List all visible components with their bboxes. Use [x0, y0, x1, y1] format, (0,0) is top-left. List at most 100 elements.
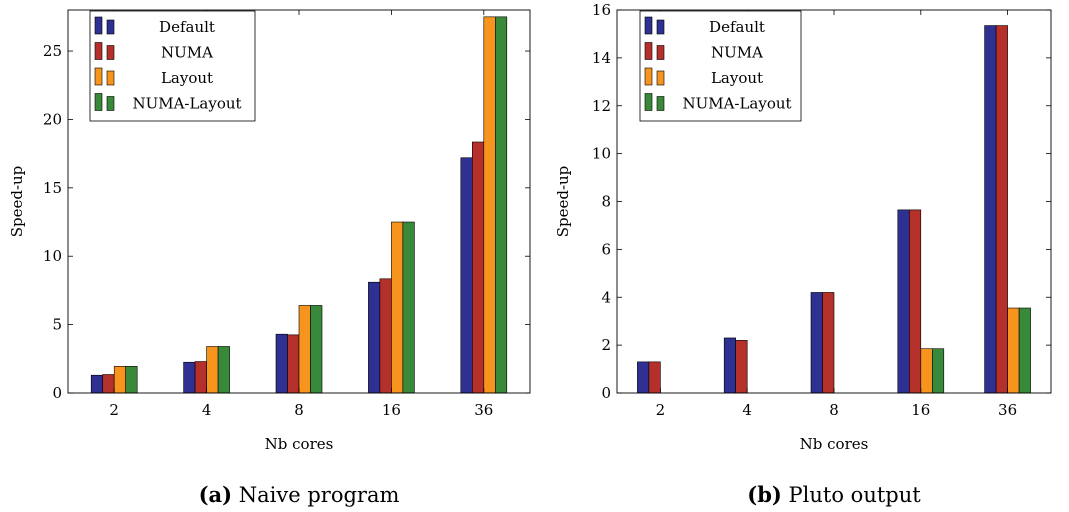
- x-tick-label: 16: [911, 401, 930, 419]
- bar-numa-layout-4: [217, 346, 230, 394]
- y-tick-label: 14: [592, 49, 611, 67]
- y-tick-label: 12: [592, 97, 611, 115]
- bar-layout-36: [1007, 307, 1020, 394]
- figure-caption: (a) Naive program: [199, 482, 400, 507]
- x-axis-label: Nb cores: [800, 435, 869, 453]
- legend-label: NUMA: [711, 44, 763, 62]
- bar-layout-8: [298, 305, 311, 394]
- x-tick-label: 36: [998, 401, 1017, 419]
- legend-swatch-default: [94, 16, 103, 35]
- caption-label: (a): [199, 482, 232, 507]
- legend-label: NUMA-Layout: [682, 95, 791, 113]
- bar-numa-layout-36: [1018, 307, 1031, 394]
- x-tick-label: 2: [656, 401, 666, 419]
- bar-default-36: [984, 25, 997, 394]
- legend-swatch-numa: [644, 42, 653, 60]
- bar-numa-layout-36: [494, 16, 508, 394]
- bar-numa-36: [471, 141, 485, 394]
- bar-numa-4: [194, 361, 207, 394]
- bar-numa-16: [908, 209, 922, 394]
- x-axis-label: Nb cores: [265, 435, 334, 453]
- x-tick-label: 4: [742, 401, 752, 419]
- bar-default-4: [723, 337, 737, 394]
- caption-text: [782, 483, 789, 507]
- caption-label: (b): [747, 482, 782, 507]
- legend: Default NUMA Layout NUMA-Layout: [639, 10, 802, 122]
- bar-layout-2: [113, 366, 126, 394]
- x-tick-label: 8: [829, 401, 839, 419]
- bar-default-16: [368, 281, 381, 394]
- legend-swatch-numa: [94, 42, 103, 60]
- legend-swatch-layout: [644, 67, 653, 86]
- bar-default-2: [637, 361, 650, 394]
- x-tick-label: 36: [474, 401, 493, 419]
- legend-label: Default: [709, 18, 765, 36]
- chart-panel-1: 0 5 10 15 20 25 2 4 8 16 36 Nb cores Speed-up Default…: [8, 9, 531, 507]
- bar-layout-4: [206, 346, 219, 394]
- y-tick-label: 10: [43, 247, 62, 265]
- legend-swatch-default: [644, 16, 653, 35]
- legend-swatch-numa-layout: [656, 96, 665, 111]
- y-tick-label: 15: [43, 179, 62, 197]
- bar-default-8: [275, 333, 288, 394]
- bar-numa-16: [379, 278, 392, 394]
- bar-numa-layout-16: [402, 221, 415, 394]
- bar-default-2: [90, 374, 103, 394]
- y-axis-label: Speed-up: [8, 166, 26, 238]
- bar-numa-layout-16: [931, 348, 945, 394]
- legend-swatch-numa-layout: [644, 93, 653, 111]
- legend-swatch-layout: [106, 70, 115, 86]
- legend-swatch-numa: [106, 45, 115, 60]
- bar-numa-layout-2: [125, 366, 138, 394]
- y-tick-label: 5: [52, 316, 62, 334]
- legend-label: Layout: [161, 69, 213, 87]
- bar-numa-36: [995, 25, 1008, 394]
- y-axis-label: Speed-up: [554, 166, 572, 238]
- bar-default-36: [460, 157, 473, 394]
- caption-text: Naive program: [239, 483, 400, 507]
- bar-numa-8: [822, 292, 835, 394]
- y-tick-label: 16: [592, 1, 611, 19]
- y-tick-label: 25: [43, 42, 62, 60]
- chart-panel-2: 0 2 4 6 8 10 12 14 16 2 4 8 16 36 Nb cores Speed-up Defa…: [554, 1, 1052, 507]
- y-tick-label: 6: [601, 240, 611, 258]
- legend-swatch-layout: [656, 70, 665, 86]
- legend-swatch-default: [656, 19, 665, 35]
- x-tick-label: 16: [382, 401, 401, 419]
- bar-default-16: [897, 209, 910, 394]
- y-tick-label: 0: [601, 384, 611, 402]
- legend-label: NUMA: [161, 44, 213, 62]
- legend-box: [89, 10, 256, 122]
- legend-label: NUMA-Layout: [132, 95, 241, 113]
- bar-default-4: [183, 361, 196, 394]
- legend-label: Layout: [711, 69, 763, 87]
- bar-numa-2: [648, 361, 661, 394]
- bar-numa-layout-8: [310, 305, 323, 394]
- legend-swatch-numa-layout: [94, 93, 103, 111]
- caption-text: Pluto output: [789, 483, 922, 507]
- legend-box: [639, 10, 802, 122]
- y-tick-label: 20: [43, 110, 62, 128]
- y-tick-label: 0: [52, 384, 62, 402]
- bar-layout-16: [920, 348, 933, 394]
- legend-swatch-layout: [94, 67, 103, 86]
- bar-numa-4: [735, 340, 748, 394]
- bar-numa-2: [102, 374, 115, 394]
- legend-label: Default: [159, 18, 215, 36]
- caption-text: [232, 483, 239, 507]
- y-tick-label: 2: [601, 336, 611, 354]
- x-tick-label: 8: [294, 401, 304, 419]
- legend-swatch-default: [106, 19, 115, 35]
- bar-layout-36: [483, 16, 496, 394]
- bar-numa-8: [287, 334, 300, 394]
- y-tick-label: 10: [592, 145, 611, 163]
- bar-default-8: [810, 292, 823, 394]
- y-tick-label: 4: [601, 288, 611, 306]
- x-tick-label: 4: [202, 401, 212, 419]
- x-tick-label: 2: [109, 401, 119, 419]
- legend-swatch-numa: [656, 45, 665, 60]
- figure-caption: (b) Pluto output: [747, 482, 921, 507]
- y-tick-label: 8: [601, 193, 611, 211]
- bar-layout-16: [391, 221, 404, 394]
